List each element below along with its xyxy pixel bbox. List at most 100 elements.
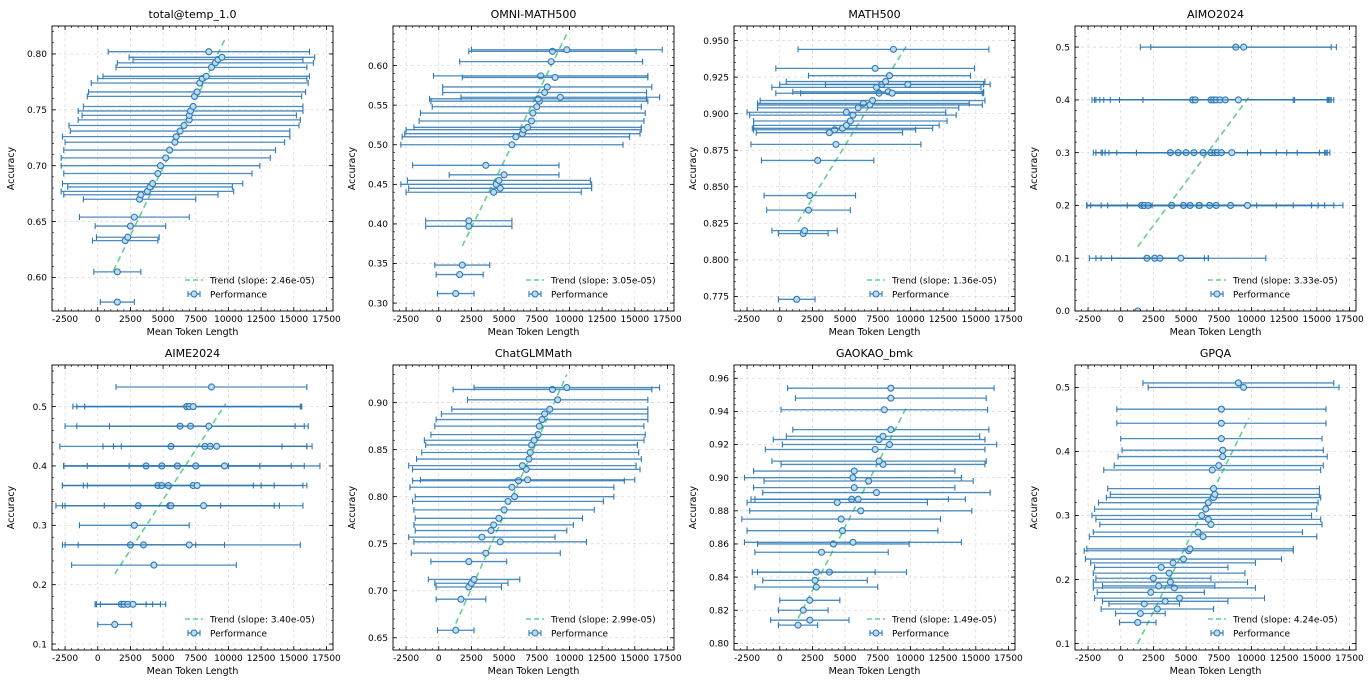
y-tick-label: 0.2 <box>1056 576 1070 586</box>
y-tick-label: 0.45 <box>368 181 388 191</box>
x-tick-label: 15000 <box>279 654 308 664</box>
data-point <box>833 498 841 507</box>
legend-perf-label: Performance <box>210 629 267 639</box>
data-point <box>162 154 170 162</box>
legend: Trend (slope: 2.46e-05) Performance <box>185 276 315 300</box>
x-tick-label: 7500 <box>1207 654 1230 664</box>
x-tick-label: 7500 <box>866 654 889 664</box>
y-tick-label: 0.88 <box>709 507 729 517</box>
data-point <box>218 53 226 61</box>
legend-perf-label: Performance <box>551 290 608 300</box>
x-tick-label: 17500 <box>653 654 682 664</box>
x-tick-label: 0 <box>95 315 101 325</box>
data-point <box>512 133 520 141</box>
data-point <box>490 521 498 529</box>
x-tick-label: 2500 <box>119 315 142 325</box>
data-point <box>526 448 534 457</box>
y-axis-label: Accuracy <box>688 485 699 529</box>
x-tick-label: 10000 <box>555 315 584 325</box>
data-point <box>799 606 807 614</box>
y-tick-label: 0.1 <box>1056 254 1070 264</box>
y-tick-label: 0.92 <box>709 441 729 451</box>
data-point <box>465 558 473 566</box>
x-tick-label: 12500 <box>929 654 958 664</box>
legend-trend-label: Trend (slope: 2.46e-05) <box>209 276 315 286</box>
x-tick-label: 10000 <box>555 654 584 664</box>
data-point <box>1176 594 1184 602</box>
x-axis-label: Mean Token Length <box>829 327 921 338</box>
data-point <box>857 507 865 515</box>
x-tick-label: 17500 <box>994 654 1023 664</box>
data-point <box>514 477 523 485</box>
data-point <box>172 133 180 141</box>
data-point <box>879 432 887 440</box>
y-axis-label: Accuracy <box>6 146 17 190</box>
x-tick-label: -2500 <box>52 654 78 664</box>
legend: Trend (slope: 1.36e-05) Performance <box>867 276 997 300</box>
x-tick-label: 7500 <box>184 654 207 664</box>
data-point <box>189 403 197 411</box>
data-point <box>872 489 881 497</box>
data-point <box>482 161 490 169</box>
x-tick-label: 5000 <box>152 654 175 664</box>
data-point <box>806 596 814 604</box>
data-point <box>1199 533 1207 541</box>
legend: Trend (slope: 2.99e-05) Performance <box>526 615 656 639</box>
y-tick-label: 0.1 <box>1056 640 1070 650</box>
data-point <box>1211 490 1219 498</box>
data-point <box>842 108 850 116</box>
y-tick-label: 0.70 <box>368 587 388 597</box>
data-point <box>156 162 165 170</box>
data-point <box>193 88 201 96</box>
data-point <box>794 621 802 629</box>
x-tick-label: 7500 <box>866 315 889 325</box>
data-point <box>524 123 532 131</box>
data-point <box>849 538 857 546</box>
data-point <box>551 73 559 82</box>
y-tick-label: 0.65 <box>27 218 47 228</box>
data-point <box>1169 559 1177 567</box>
data-point <box>1153 605 1161 613</box>
x-tick-label: -2500 <box>52 315 78 325</box>
legend-perf-marker <box>531 629 539 637</box>
chart-panel: -2500 0 2500 5000 7500 10000 12500 15000 17500 0.… <box>688 347 1023 677</box>
data-point <box>804 206 813 214</box>
data-point <box>1179 555 1188 563</box>
axes-frame <box>392 364 675 651</box>
y-tick-label: 0.90 <box>709 474 729 484</box>
data-point <box>1134 618 1142 627</box>
y-tick-label: 0.900 <box>703 110 729 120</box>
x-tick-label: 7500 <box>184 315 207 325</box>
data-point <box>871 445 879 454</box>
x-tick-label: -2500 <box>1075 315 1101 325</box>
data-point <box>533 103 541 111</box>
data-point <box>126 222 134 230</box>
data-point <box>500 171 508 179</box>
data-point <box>854 495 862 503</box>
x-tick-label: 2500 <box>460 315 483 325</box>
x-tick-label: 17500 <box>1335 315 1364 325</box>
x-tick-label: 12500 <box>247 315 276 325</box>
x-tick-label: 10000 <box>214 315 243 325</box>
data-point <box>1161 597 1169 605</box>
data-point <box>793 295 801 303</box>
x-tick-label: 0 <box>1118 654 1124 664</box>
y-tick-label: 0.800 <box>703 256 729 266</box>
chart-title: AIME2024 <box>165 347 220 360</box>
data-point <box>837 515 845 523</box>
x-tick-label: 0 <box>777 315 783 325</box>
y-tick-label: 0.96 <box>709 374 729 384</box>
data-point <box>113 298 121 306</box>
data-point <box>185 541 193 549</box>
data-point <box>200 502 208 510</box>
legend-perf-label: Performance <box>892 629 949 639</box>
data-point <box>176 127 184 135</box>
y-tick-label: 0.80 <box>709 640 729 650</box>
x-tick-label: -2500 <box>734 654 760 664</box>
data-series <box>60 48 316 306</box>
data-point <box>811 576 819 584</box>
data-point <box>189 102 197 111</box>
data-point <box>1149 574 1157 582</box>
x-tick-label: -2500 <box>393 654 419 664</box>
